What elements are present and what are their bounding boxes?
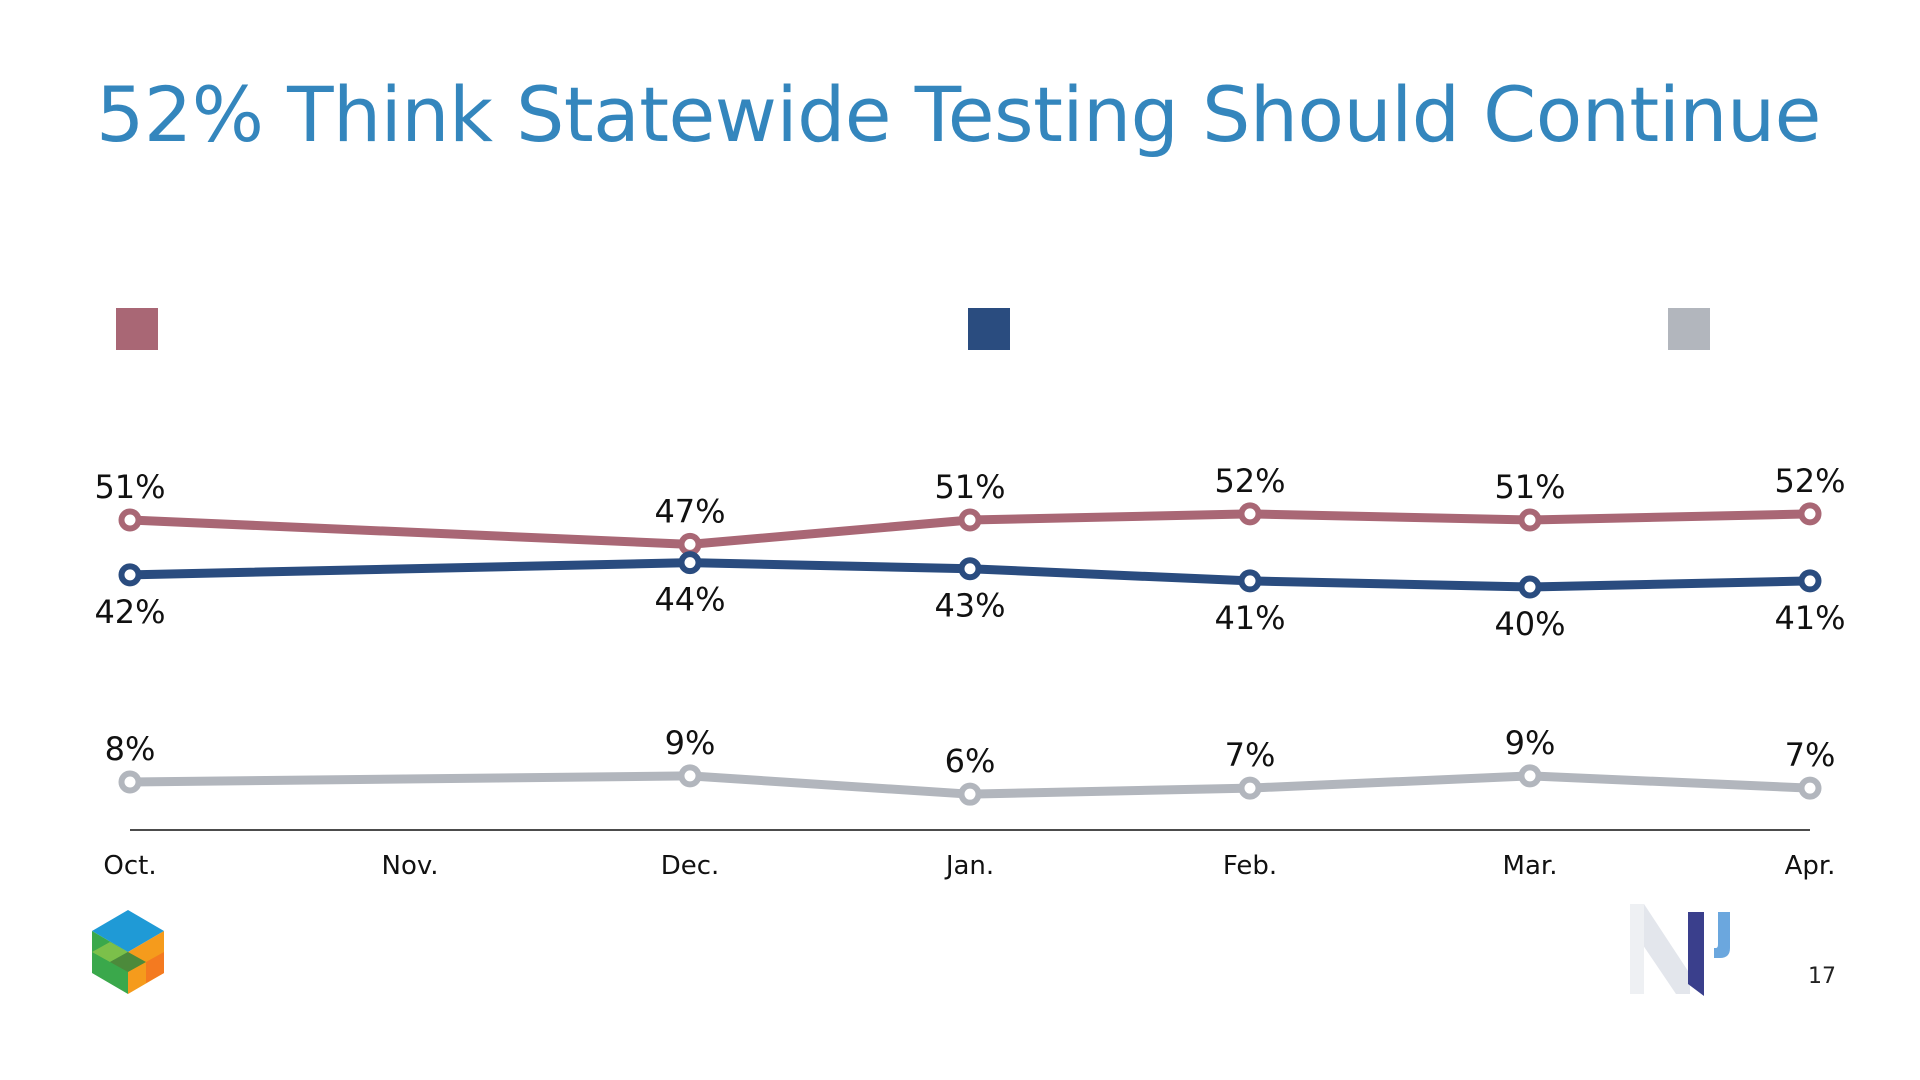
series-1-point (958, 508, 982, 532)
series-3-point (1798, 776, 1822, 800)
series-1-data-label: 51% (94, 468, 165, 506)
series-3-data-label: 9% (665, 724, 716, 762)
series-1-line (125, 509, 1815, 549)
hexagon-cube-logo-icon (92, 910, 164, 994)
x-tick-label: Oct. (103, 851, 156, 881)
series-3-point (958, 782, 982, 806)
series-2-point (1518, 575, 1542, 599)
series-1-data-label: 52% (1214, 462, 1285, 500)
series-2-data-label: 44% (654, 581, 725, 619)
series-2-point (1238, 569, 1262, 593)
series-2-line (125, 558, 1815, 592)
page-title: 52% Think Statewide Testing Should Conti… (96, 70, 1821, 159)
series-2-data-label: 41% (1214, 599, 1285, 637)
page-number: 17 (1808, 964, 1836, 989)
series-1-data-label: 47% (654, 492, 725, 530)
legend-swatch-series-2 (968, 308, 1010, 350)
x-tick-label: Feb. (1223, 851, 1277, 881)
series-1-point (118, 508, 142, 532)
np-logo-icon (1630, 904, 1730, 996)
series-3-data-label: 7% (1785, 736, 1836, 774)
series-2-point (1798, 569, 1822, 593)
data-labels: 51% 47% 51% 52% 51% 52% 42% 44% 43% 41% 40% 41% 8% 9%… (94, 462, 1845, 780)
legend-swatch-series-3 (1668, 308, 1710, 350)
series-1-data-label: 51% (1494, 468, 1565, 506)
x-tick-label: Mar. (1503, 851, 1558, 881)
series-3-data-label: 7% (1225, 736, 1276, 774)
series-1-data-label: 52% (1774, 462, 1845, 500)
series-1-point (678, 532, 702, 556)
legend (116, 308, 1710, 350)
series-2-data-label: 40% (1494, 605, 1565, 643)
series-2-point (958, 557, 982, 581)
series-2-data-label: 43% (934, 587, 1005, 625)
series-3-point (1518, 764, 1542, 788)
series-3-point (678, 764, 702, 788)
series-3-point (118, 770, 142, 794)
x-tick-label: Apr. (1785, 851, 1836, 881)
series-2-point (118, 563, 142, 587)
series-1-point (1518, 508, 1542, 532)
series-3-data-label: 8% (105, 730, 156, 768)
legend-swatch-series-1 (116, 308, 158, 350)
series-3-data-label: 9% (1505, 724, 1556, 762)
series-2-data-label: 41% (1774, 599, 1845, 637)
series-1-point (1238, 502, 1262, 526)
series-3-data-label: 6% (945, 742, 996, 780)
x-tick-label: Nov. (382, 851, 439, 881)
series-1-point (1798, 502, 1822, 526)
series-3-line (125, 771, 1815, 799)
x-tick-label: Dec. (661, 851, 720, 881)
x-tick-label: Jan. (944, 851, 994, 881)
data-points (118, 502, 1822, 806)
x-axis-ticks: Oct. Nov. Dec. Jan. Feb. Mar. Apr. (103, 851, 1835, 881)
series-lines (125, 509, 1815, 799)
series-3-point (1238, 776, 1262, 800)
series-2-data-label: 42% (94, 593, 165, 631)
series-2-point (678, 551, 702, 575)
series-1-data-label: 51% (934, 468, 1005, 506)
